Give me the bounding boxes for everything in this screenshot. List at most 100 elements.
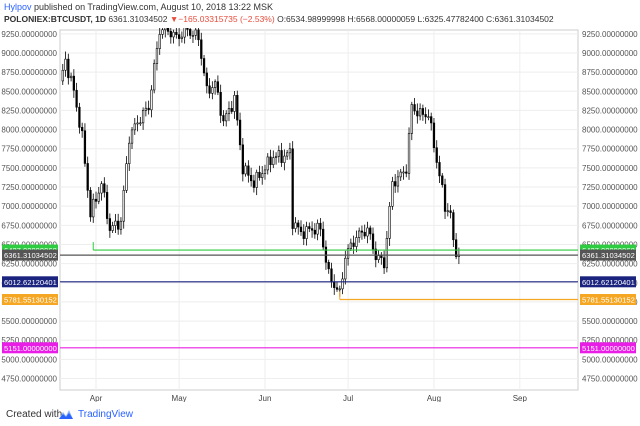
candle-body [405, 171, 408, 174]
last-price: 6361.31034502 [108, 14, 168, 24]
y-tick-label-left: 8000.00000000 [1, 126, 57, 135]
y-tick-label-left: 5500.00000000 [1, 317, 57, 326]
candle-body [446, 210, 449, 213]
candle-body [139, 122, 142, 125]
candle-body [166, 28, 170, 32]
candle-body [202, 58, 206, 74]
candle-body [313, 229, 316, 235]
candle-body [227, 108, 231, 115]
price-chart[interactable]: 4750.00000000 4750.00000000 5000.00000000 5… [0, 28, 640, 402]
candle-body [416, 110, 419, 117]
candle-body [371, 233, 375, 250]
candle-body [211, 87, 214, 94]
candle-body [225, 113, 228, 122]
level-label-right-bg [580, 293, 636, 305]
candle-body [208, 85, 211, 94]
candle-body [117, 220, 120, 230]
tradingview-brand[interactable]: TradingView [78, 409, 134, 420]
author-link[interactable]: Hylpov [4, 2, 32, 12]
candle-body [219, 91, 222, 116]
candle-body [86, 163, 89, 191]
candle-body [194, 29, 197, 36]
candle-body [269, 156, 272, 165]
candle-body [155, 48, 159, 64]
candle-body [355, 237, 358, 247]
candle-body [150, 89, 153, 111]
candle-body [418, 108, 422, 117]
y-tick-label-right: 9000.00000000 [582, 49, 638, 58]
candle-body [125, 163, 128, 191]
level-label-left-bg [2, 342, 58, 354]
candle-body [374, 248, 377, 260]
level-label-left: 5781.55130152 [4, 295, 57, 304]
candle-body [183, 28, 186, 38]
y-tick-label-right: 4750.00000000 [582, 375, 638, 384]
footer: Created with TradingView [0, 402, 640, 426]
x-tick-label: Jul [343, 394, 353, 402]
candle-body [277, 150, 280, 157]
candle-body [238, 119, 242, 146]
candle-body [233, 95, 236, 112]
candle-body [369, 227, 372, 235]
level-label-right: 6361.31034502 [582, 251, 635, 260]
y-tick-label-right: 7250.00000000 [582, 183, 638, 192]
x-tick-label: Apr [90, 394, 103, 402]
candle-body [83, 130, 87, 164]
candle-body [377, 255, 380, 260]
publish-line: Hylpov published on TradingView.com, Aug… [4, 2, 273, 12]
candle-body [346, 248, 350, 259]
candle-body [396, 176, 400, 187]
candle-body [454, 239, 458, 257]
y-tick-label-right: 6750.00000000 [582, 221, 638, 230]
level-label-left: 6012.62120401 [4, 278, 57, 287]
candle-body [266, 156, 269, 171]
y-tick-label-left: 6250.00000000 [1, 260, 57, 269]
y-tick-label-right: 6250.00000000 [582, 260, 638, 269]
candle-body [319, 222, 322, 230]
candle-body [255, 171, 258, 188]
x-tick-label: Sep [513, 394, 528, 402]
level-label-left: 5151.00000000 [4, 344, 57, 353]
candle-body [81, 127, 84, 132]
price-change: −165.03315735 (−2.53%) [178, 14, 275, 24]
candle-body [286, 152, 289, 157]
candle-body [322, 228, 325, 248]
candle-body [410, 104, 413, 134]
y-tick-label-right: 7750.00000000 [582, 145, 638, 154]
candle-body [288, 148, 292, 154]
publish-info: published on TradingView.com, August 10,… [34, 2, 274, 12]
candle-body [394, 181, 397, 187]
candle-body [103, 183, 106, 193]
candle-body [430, 116, 433, 124]
candle-body [72, 75, 75, 91]
candle-body [189, 29, 192, 36]
candle-body [177, 34, 181, 39]
candle-body [64, 58, 67, 71]
y-tick-label-left: 8500.00000000 [1, 87, 57, 96]
candle-body [169, 31, 172, 38]
candle-body [153, 63, 156, 91]
candle-body [78, 106, 81, 128]
candle-body [175, 31, 178, 35]
ohlc-line: POLONIEX:BTCUSDT, 1D 6361.31034502 ▼−165… [4, 14, 554, 24]
candle-body [382, 257, 386, 269]
candle-body [391, 181, 394, 207]
x-tick-label: Jun [259, 394, 272, 402]
candle-body [299, 226, 303, 233]
candle-body [310, 228, 314, 231]
candle-body [294, 222, 297, 229]
plot-area [59, 29, 579, 391]
candle-body [144, 107, 148, 111]
candle-body [330, 268, 333, 283]
candle-body [133, 123, 136, 131]
candle-body [108, 218, 111, 231]
y-tick-label-left: 8250.00000000 [1, 106, 57, 115]
y-tick-label-left: 7750.00000000 [1, 145, 57, 154]
candle-body [399, 171, 402, 178]
candle-body [388, 205, 391, 239]
candle-body [186, 28, 189, 30]
candles [61, 28, 461, 297]
candle-body [236, 95, 239, 121]
candle-body [338, 288, 341, 291]
candle-body [427, 116, 430, 118]
